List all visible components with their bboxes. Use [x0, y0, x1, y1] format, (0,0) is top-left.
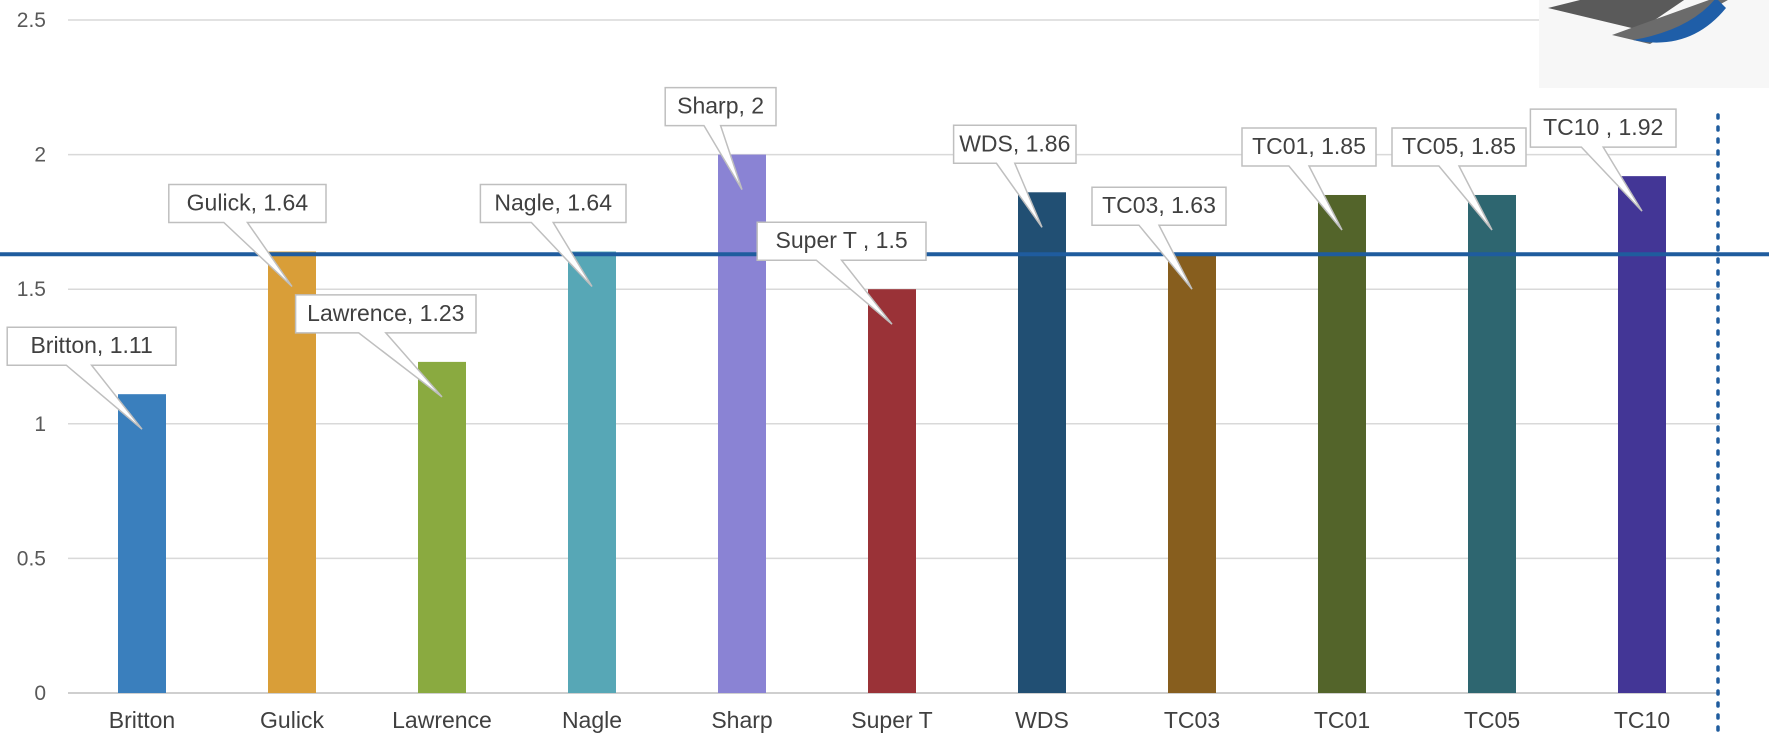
x-tick-label: Super T — [851, 707, 932, 733]
x-tick-label: TC01 — [1314, 707, 1370, 733]
bar — [1468, 194, 1516, 694]
data-label-text: Lawrence, 1.23 — [307, 300, 464, 326]
bar — [1618, 176, 1666, 694]
data-label: TC05, 1.85 — [1391, 127, 1527, 231]
data-label: Nagle, 1.64 — [479, 183, 627, 288]
data-label-callout — [1391, 127, 1527, 231]
data-label-text: Britton, 1.11 — [30, 332, 152, 358]
x-tick-label: Britton — [109, 707, 175, 733]
logo-icon — [1539, 0, 1769, 88]
x-tick-label: TC03 — [1164, 707, 1220, 733]
data-label: TC03, 1.63 — [1091, 186, 1227, 290]
data-label-text: TC01, 1.85 — [1252, 133, 1366, 159]
data-label: Sharp, 2 — [664, 86, 777, 190]
bar — [118, 394, 166, 693]
data-label-text: Sharp, 2 — [677, 93, 764, 119]
data-label-text: TC05, 1.85 — [1402, 133, 1516, 159]
data-label-callout — [952, 124, 1077, 228]
data-label-callout — [756, 221, 927, 325]
bar — [1318, 194, 1366, 694]
bar — [568, 251, 616, 693]
data-label-callout — [6, 326, 177, 430]
data-labels: Britton, 1.11 Gulick, 1.64 Lawrence, 1.23 N… — [6, 86, 1677, 430]
y-tick-label: 1 — [34, 413, 46, 436]
data-label-callout — [1241, 127, 1377, 231]
data-label: Gulick, 1.64 — [168, 183, 327, 288]
data-label-text: TC03, 1.63 — [1102, 192, 1216, 218]
data-label-text: Nagle, 1.64 — [494, 190, 612, 216]
data-label-text: Super T , 1.5 — [776, 227, 908, 253]
x-tick-label: Gulick — [260, 707, 324, 733]
data-label: TC01, 1.85 — [1241, 127, 1377, 231]
x-tick-label: Sharp — [711, 707, 772, 733]
data-label-callout — [664, 86, 777, 190]
data-label-callout — [1091, 186, 1227, 290]
data-label-callout — [294, 294, 477, 398]
bar — [1018, 192, 1066, 693]
data-label: Lawrence, 1.23 — [294, 294, 477, 398]
x-tick-label: WDS — [1015, 707, 1069, 733]
bar — [868, 289, 916, 693]
x-axis: Britton Gulick Lawrence Nagle Sharp Super T WD… — [109, 707, 1670, 733]
x-tick-label: TC10 — [1614, 707, 1670, 733]
y-tick-label: 0.5 — [17, 547, 46, 570]
y-tick-label: 2.5 — [17, 9, 46, 32]
x-tick-label: Nagle — [562, 707, 622, 733]
y-tick-label: 0 — [34, 682, 46, 705]
x-tick-label: TC05 — [1464, 707, 1520, 733]
data-label: WDS, 1.86 — [952, 124, 1077, 228]
y-axis: 0 0.5 1 1.5 2 2.5 — [17, 9, 46, 705]
data-label: Britton, 1.11 — [6, 326, 177, 430]
data-label-callout — [479, 183, 627, 288]
y-tick-label: 1.5 — [17, 278, 46, 301]
data-label-callout — [1529, 108, 1677, 212]
bar — [418, 361, 466, 693]
bars — [118, 154, 1666, 694]
x-tick-label: Lawrence — [392, 707, 492, 733]
data-label: Super T , 1.5 — [756, 221, 927, 325]
data-label-text: Gulick, 1.64 — [187, 190, 309, 216]
data-label-callout — [168, 183, 327, 288]
data-label: TC10 , 1.92 — [1529, 108, 1677, 212]
data-label-text: TC10 , 1.92 — [1543, 114, 1663, 140]
y-tick-label: 2 — [34, 144, 46, 167]
bar — [1168, 254, 1216, 694]
data-label-text: WDS, 1.86 — [959, 130, 1070, 156]
